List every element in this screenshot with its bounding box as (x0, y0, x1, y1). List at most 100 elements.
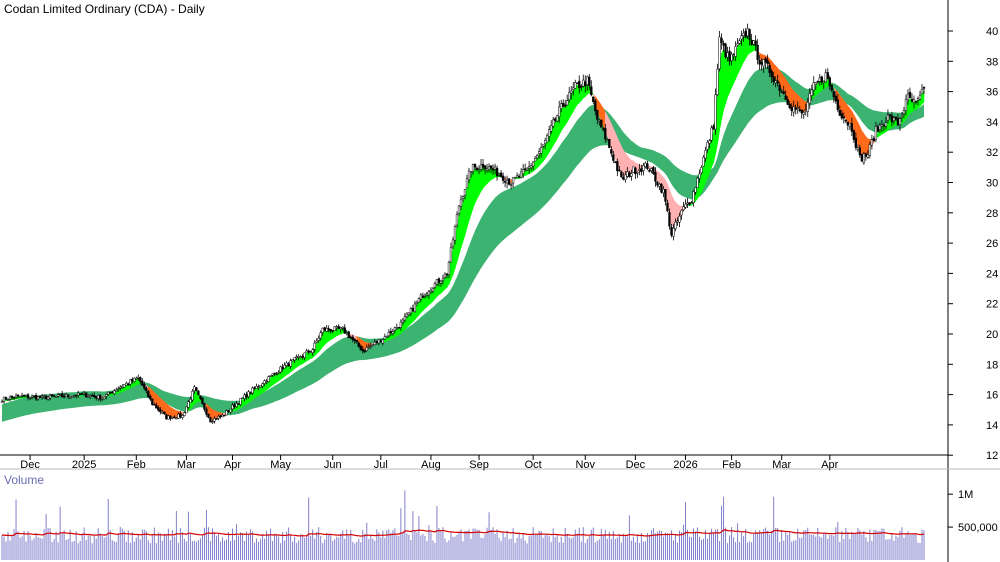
price-bar-body (77, 392, 80, 396)
price-bar-body (513, 176, 517, 179)
price-bar-body (806, 102, 809, 112)
price-bar-body (776, 80, 779, 84)
price-bar-body (640, 168, 643, 173)
price-tick-label: 26 (986, 238, 998, 250)
date-tick-label: Mar (772, 459, 791, 471)
price-bar-body (131, 379, 134, 382)
price-bar-body (888, 114, 892, 117)
price-bar-body (421, 295, 425, 298)
price-bar-body (64, 394, 68, 398)
price-bar-body (75, 394, 78, 397)
price-bar-body (379, 340, 382, 343)
price-bar-body (734, 46, 737, 57)
price-bar-body (902, 110, 906, 115)
price-bar-body (632, 166, 635, 173)
price-bar-body (307, 350, 310, 353)
price-bar-body (684, 203, 687, 208)
price-bar-body (197, 390, 200, 396)
date-tick-label: Dec (20, 459, 40, 471)
price-bar-body (441, 278, 445, 281)
price-bar-body (485, 168, 489, 171)
price-bar-body (864, 153, 868, 157)
price-bar-body (281, 366, 284, 370)
price-bar-body (255, 385, 258, 389)
price-bar-body (165, 414, 168, 420)
price-bar-body (401, 319, 405, 323)
price-bar-body (740, 35, 743, 40)
price-bar-body (810, 89, 813, 96)
date-tick-label: Aug (421, 459, 441, 471)
price-bar-body (361, 348, 364, 352)
price-bar-body (199, 395, 202, 399)
date-tick-label: 2025 (72, 459, 96, 471)
date-tick-label: Oct (525, 459, 542, 471)
price-bar-body (42, 395, 46, 398)
price-bar-body (688, 202, 691, 205)
price-bar-body (365, 347, 368, 352)
date-tick-label: Nov (575, 459, 595, 471)
volume-tick-label: 500,000 (958, 522, 998, 534)
price-bar-body (215, 418, 218, 420)
price-bar-body (58, 394, 62, 396)
price-bar-body (630, 173, 633, 177)
price-bar-body (89, 395, 92, 398)
price-bar-body (173, 416, 176, 419)
volume-tick-label: 1M (958, 489, 973, 501)
price-bar-body (257, 386, 260, 388)
date-tick-label: May (270, 459, 291, 471)
price-bar-body (2, 396, 6, 402)
price-bar-body (267, 376, 270, 382)
price-bar-body (788, 103, 791, 109)
price-bar-body (525, 168, 529, 171)
price-bar-body (678, 215, 681, 223)
price-bar-body (311, 349, 314, 353)
price-bar-body (237, 403, 240, 405)
price-bar-body (758, 59, 761, 65)
price-bar-body (22, 394, 26, 397)
price-bar-body (497, 173, 501, 176)
price-bar-body (381, 339, 384, 344)
price-bar-body (768, 65, 771, 73)
date-tick-label: 2026 (673, 459, 697, 471)
price-bar-body (30, 395, 34, 398)
date-tick-label: Feb (127, 459, 146, 471)
price-bar-body (884, 122, 888, 127)
price-bar-body (495, 168, 499, 177)
short-band-segment (657, 170, 660, 183)
price-bar-body (662, 188, 665, 194)
price-bar-body (297, 356, 300, 358)
price-bar-body (726, 52, 729, 58)
short-band-segment (324, 329, 327, 346)
price-bar-body (828, 77, 831, 87)
price-bar-body (576, 82, 579, 85)
price-bar-body (121, 386, 124, 388)
price-bar-body (748, 29, 751, 40)
price-bar-body (207, 413, 210, 418)
date-tick-label: Apr (821, 459, 838, 471)
price-bar-body (135, 378, 138, 380)
price-bar-body (696, 177, 699, 188)
price-bar-body (12, 396, 16, 399)
date-tick-label: Jul (374, 459, 388, 471)
price-bar-body (654, 171, 657, 182)
price-bar-body (746, 28, 749, 37)
price-bar-body (103, 396, 106, 400)
price-bar-body (862, 153, 866, 163)
price-bar-body (648, 169, 651, 172)
price-bar-body (349, 336, 352, 339)
price-bar-body (419, 294, 423, 300)
price-bar-body (261, 383, 264, 387)
price-bar-body (680, 210, 683, 216)
price-bar-body (459, 199, 463, 207)
price-bars (0, 23, 926, 424)
price-bar-body (143, 384, 146, 389)
price-bar-body (704, 150, 707, 159)
price-bar-body (137, 377, 140, 379)
price-bar-body (38, 396, 42, 398)
price-bar-body (694, 187, 697, 193)
price-bar-body (223, 414, 226, 417)
price-bar-body (111, 391, 114, 394)
price-bar-body (375, 341, 378, 344)
price-bar-body (413, 303, 417, 313)
